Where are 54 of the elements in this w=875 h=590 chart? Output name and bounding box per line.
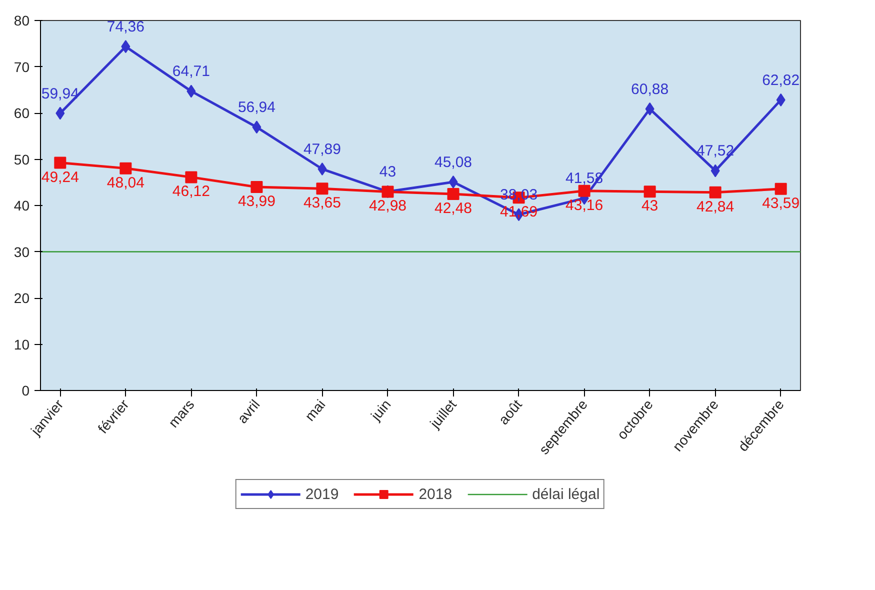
data-label: 43: [379, 164, 396, 181]
point: [120, 162, 132, 174]
point: [710, 164, 720, 178]
point: [644, 186, 656, 198]
x-tick-label: juin: [366, 396, 394, 424]
data-label: 56,94: [238, 99, 276, 116]
point: [185, 171, 198, 184]
x-tick-label: mai: [302, 396, 328, 424]
y-tick-label: 70: [14, 58, 30, 75]
y-tick-label: 50: [14, 151, 30, 168]
data-label: 74,36: [106, 18, 144, 36]
data-label: 48,04: [106, 174, 144, 192]
data-label: 59,94: [41, 85, 79, 102]
data-label: 46,12: [172, 183, 210, 200]
point: [448, 176, 458, 189]
data-label: 60,88: [631, 80, 669, 98]
data-label: 64,71: [172, 63, 210, 80]
point: [776, 93, 786, 106]
point: [250, 181, 263, 194]
point: [316, 182, 328, 195]
data-label: 43,99: [238, 193, 276, 210]
point: [121, 40, 130, 54]
y-tick-label: 80: [14, 12, 30, 28]
point: [252, 120, 262, 134]
point: [645, 102, 654, 116]
y-tick-label: 40: [14, 198, 30, 214]
legend-label: délai légal: [532, 486, 600, 502]
y-tick-label: 30: [14, 244, 30, 260]
legend-label: 2018: [418, 486, 452, 502]
data-label: 47,52: [696, 142, 734, 160]
point: [774, 182, 787, 195]
data-label: 43,16: [566, 196, 604, 214]
point: [447, 188, 460, 200]
legend-label: 2019: [305, 486, 339, 502]
data-label: 42,48: [434, 200, 472, 218]
data-label: 43: [641, 198, 658, 215]
data-label: 47,89: [303, 141, 342, 158]
data-label: 42,84: [696, 198, 734, 216]
point: [578, 184, 590, 197]
point: [709, 186, 722, 198]
data-label: 43,59: [762, 194, 800, 212]
point: [318, 162, 327, 176]
y-tick-label: 0: [22, 382, 30, 398]
point: [56, 106, 65, 120]
y-tick-label: 60: [14, 105, 30, 121]
point: [186, 84, 196, 98]
data-label: 62,82: [762, 72, 800, 89]
y-tick-label: 10: [14, 336, 30, 352]
data-label: 49,24: [41, 168, 79, 186]
data-label: 45,08: [434, 154, 472, 172]
point: [54, 156, 66, 169]
y-tick-label: 20: [14, 290, 30, 306]
data-label: 43,65: [303, 194, 342, 212]
data-label: 42,98: [368, 198, 407, 215]
